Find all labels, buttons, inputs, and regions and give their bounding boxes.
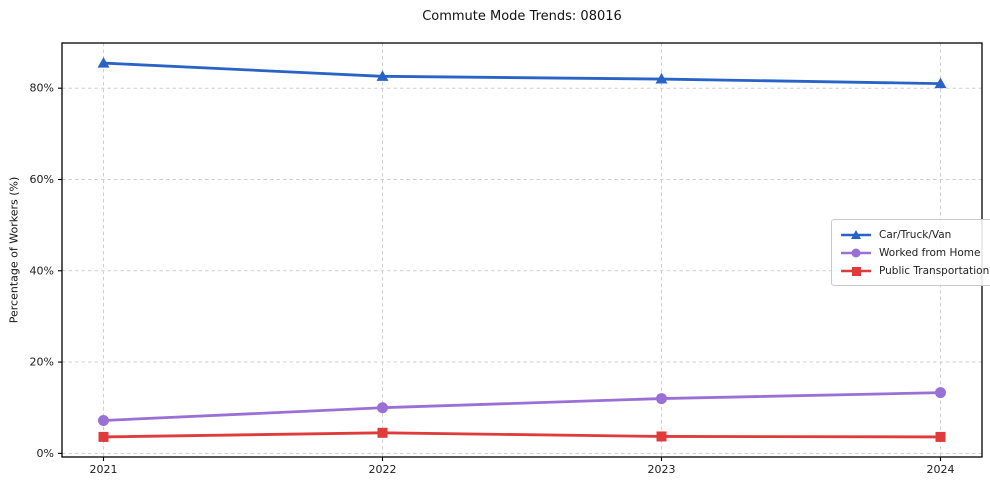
legend-item-label: Car/Truck/Van	[879, 228, 952, 241]
circle-marker-icon	[851, 248, 861, 257]
legend: Car/Truck/Van Worked from Home Public Tran…	[831, 219, 990, 286]
series-line	[102, 61, 942, 86]
x-tick-label: 2022	[369, 463, 397, 476]
y-tick-label: 0%	[37, 447, 54, 460]
data-point-marker	[377, 427, 388, 438]
x-tick-label: 2024	[927, 463, 955, 476]
series-line	[102, 391, 942, 422]
data-point-marker	[935, 431, 946, 442]
legend-swatch	[841, 266, 871, 276]
legend-item-label: Worked from Home	[879, 246, 981, 259]
legend-item: Car/Truck/Van	[840, 227, 989, 242]
legend-item: Worked from Home	[840, 245, 989, 260]
data-point-marker	[656, 393, 667, 405]
chart-title: Commute Mode Trends: 08016	[422, 9, 622, 24]
y-tick-label: 40%	[30, 264, 54, 277]
x-tick-label: 2023	[648, 463, 676, 476]
data-point-marker	[97, 57, 110, 68]
y-tick-label: 60%	[30, 173, 54, 186]
square-marker-icon	[852, 266, 861, 276]
legend-swatch	[841, 229, 871, 239]
data-point-marker	[377, 402, 388, 414]
data-point-marker	[98, 414, 109, 426]
data-point-marker	[376, 70, 389, 81]
data-point-marker	[655, 73, 668, 84]
data-point-marker	[98, 431, 109, 442]
y-tick-label: 20%	[30, 356, 54, 369]
legend-swatch	[841, 248, 871, 257]
data-point-marker	[656, 431, 667, 442]
legend-item-label: Public Transportation	[879, 264, 990, 277]
data-point-marker	[934, 77, 947, 89]
data-point-marker	[935, 387, 946, 399]
y-tick-label: 80%	[30, 82, 54, 95]
triangle-marker-icon	[851, 229, 861, 239]
x-tick-label: 2021	[90, 463, 118, 476]
legend-item: Public Transportation	[840, 263, 989, 278]
series-line	[102, 431, 942, 439]
